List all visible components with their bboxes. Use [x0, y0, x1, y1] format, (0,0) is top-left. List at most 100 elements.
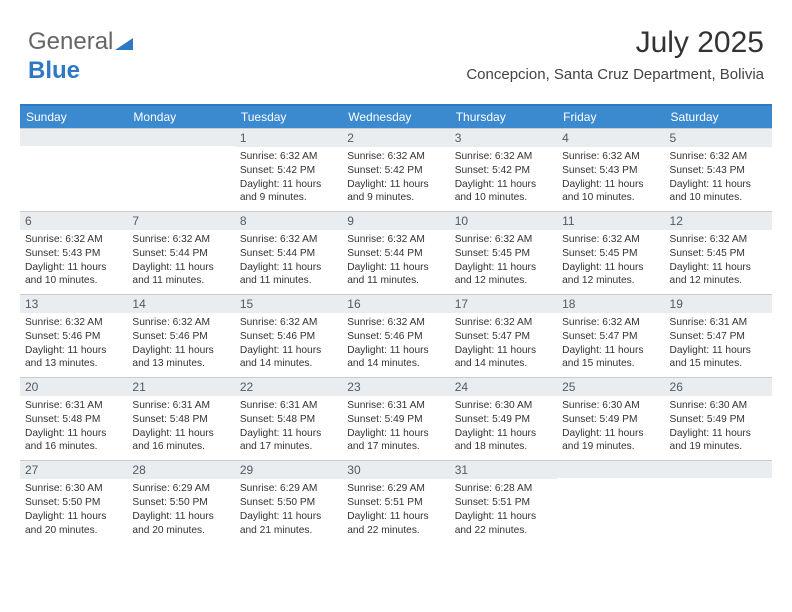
day-details: Sunrise: 6:29 AMSunset: 5:50 PMDaylight:…: [127, 479, 234, 543]
day-details: Sunrise: 6:31 AMSunset: 5:47 PMDaylight:…: [665, 313, 772, 377]
daylight-text: Daylight: 11 hours and 18 minutes.: [455, 427, 552, 455]
sunrise-text: Sunrise: 6:31 AM: [670, 316, 767, 330]
day-number: 20: [20, 377, 127, 396]
day-cell: 5Sunrise: 6:32 AMSunset: 5:43 PMDaylight…: [665, 128, 772, 211]
day-cell: 19Sunrise: 6:31 AMSunset: 5:47 PMDayligh…: [665, 294, 772, 377]
day-details: Sunrise: 6:32 AMSunset: 5:42 PMDaylight:…: [235, 147, 342, 211]
day-number: 11: [557, 211, 664, 230]
sunrise-text: Sunrise: 6:29 AM: [132, 482, 229, 496]
brand-logo: General Blue: [28, 28, 133, 85]
day-header-thu: Thursday: [450, 106, 557, 128]
day-details: Sunrise: 6:32 AMSunset: 5:47 PMDaylight:…: [450, 313, 557, 377]
sunset-text: Sunset: 5:51 PM: [455, 496, 552, 510]
day-details: Sunrise: 6:32 AMSunset: 5:46 PMDaylight:…: [342, 313, 449, 377]
day-number: 28: [127, 460, 234, 479]
sunrise-text: Sunrise: 6:29 AM: [240, 482, 337, 496]
sunset-text: Sunset: 5:50 PM: [240, 496, 337, 510]
daylight-text: Daylight: 11 hours and 11 minutes.: [132, 261, 229, 289]
sunset-text: Sunset: 5:42 PM: [240, 164, 337, 178]
sunrise-text: Sunrise: 6:31 AM: [347, 399, 444, 413]
sunrise-text: Sunrise: 6:30 AM: [455, 399, 552, 413]
day-cell: 25Sunrise: 6:30 AMSunset: 5:49 PMDayligh…: [557, 377, 664, 460]
sunrise-text: Sunrise: 6:30 AM: [25, 482, 122, 496]
sunrise-text: Sunrise: 6:32 AM: [562, 233, 659, 247]
day-details: Sunrise: 6:31 AMSunset: 5:48 PMDaylight:…: [127, 396, 234, 460]
daylight-text: Daylight: 11 hours and 17 minutes.: [347, 427, 444, 455]
week-row: 1Sunrise: 6:32 AMSunset: 5:42 PMDaylight…: [20, 128, 772, 211]
day-cell: 13Sunrise: 6:32 AMSunset: 5:46 PMDayligh…: [20, 294, 127, 377]
day-cell: 12Sunrise: 6:32 AMSunset: 5:45 PMDayligh…: [665, 211, 772, 294]
day-header-sun: Sunday: [20, 106, 127, 128]
sunrise-text: Sunrise: 6:30 AM: [670, 399, 767, 413]
sunset-text: Sunset: 5:45 PM: [455, 247, 552, 261]
sunset-text: Sunset: 5:44 PM: [240, 247, 337, 261]
day-cell: 22Sunrise: 6:31 AMSunset: 5:48 PMDayligh…: [235, 377, 342, 460]
sunset-text: Sunset: 5:49 PM: [455, 413, 552, 427]
sunset-text: Sunset: 5:51 PM: [347, 496, 444, 510]
day-number: 14: [127, 294, 234, 313]
day-number: 6: [20, 211, 127, 230]
day-cell: 8Sunrise: 6:32 AMSunset: 5:44 PMDaylight…: [235, 211, 342, 294]
day-number: 21: [127, 377, 234, 396]
day-cell: 6Sunrise: 6:32 AMSunset: 5:43 PMDaylight…: [20, 211, 127, 294]
day-details: Sunrise: 6:29 AMSunset: 5:51 PMDaylight:…: [342, 479, 449, 543]
day-number: 16: [342, 294, 449, 313]
day-cell: 9Sunrise: 6:32 AMSunset: 5:44 PMDaylight…: [342, 211, 449, 294]
day-cell: 1Sunrise: 6:32 AMSunset: 5:42 PMDaylight…: [235, 128, 342, 211]
day-details: [20, 146, 127, 206]
sunrise-text: Sunrise: 6:32 AM: [455, 233, 552, 247]
day-number: 23: [342, 377, 449, 396]
day-details: Sunrise: 6:31 AMSunset: 5:48 PMDaylight:…: [235, 396, 342, 460]
week-row: 20Sunrise: 6:31 AMSunset: 5:48 PMDayligh…: [20, 377, 772, 460]
daylight-text: Daylight: 11 hours and 21 minutes.: [240, 510, 337, 538]
day-number: [127, 128, 234, 146]
day-cell: [665, 460, 772, 543]
day-details: [665, 478, 772, 538]
header-right: July 2025 Concepcion, Santa Cruz Departm…: [466, 26, 764, 83]
day-number: 2: [342, 128, 449, 147]
day-details: Sunrise: 6:30 AMSunset: 5:50 PMDaylight:…: [20, 479, 127, 543]
day-cell: 28Sunrise: 6:29 AMSunset: 5:50 PMDayligh…: [127, 460, 234, 543]
daylight-text: Daylight: 11 hours and 22 minutes.: [455, 510, 552, 538]
day-details: Sunrise: 6:31 AMSunset: 5:48 PMDaylight:…: [20, 396, 127, 460]
day-cell: 16Sunrise: 6:32 AMSunset: 5:46 PMDayligh…: [342, 294, 449, 377]
daylight-text: Daylight: 11 hours and 14 minutes.: [455, 344, 552, 372]
day-number: [665, 460, 772, 478]
day-cell: 2Sunrise: 6:32 AMSunset: 5:42 PMDaylight…: [342, 128, 449, 211]
day-details: Sunrise: 6:32 AMSunset: 5:42 PMDaylight:…: [342, 147, 449, 211]
week-row: 6 Sunrise: 6:32 AM Sunset: 5:43 PM Daylight…: [20, 211, 772, 294]
day-details: Sunrise: 6:32 AMSunset: 5:44 PMDaylight:…: [235, 230, 342, 294]
sunrise-text: Sunrise: 6:31 AM: [132, 399, 229, 413]
day-details: Sunrise: 6:32 AMSunset: 5:43 PMDaylight:…: [665, 147, 772, 211]
day-details: Sunrise: 6:32 AMSunset: 5:44 PMDaylight:…: [342, 230, 449, 294]
sunrise-text: Sunrise: 6:32 AM: [562, 150, 659, 164]
calendar-grid: Sunday Monday Tuesday Wednesday Thursday…: [20, 104, 772, 543]
sunrise-text: Sunrise: 6:32 AM: [455, 316, 552, 330]
sunset-text: Sunset: 5:43 PM: [25, 247, 122, 261]
sunrise-text: Sunrise: 6:32 AM: [132, 233, 229, 247]
day-number: 24: [450, 377, 557, 396]
sunset-text: Sunset: 5:46 PM: [347, 330, 444, 344]
sunset-text: Sunset: 5:50 PM: [132, 496, 229, 510]
day-details: Sunrise: 6:32 AMSunset: 5:46 PMDaylight:…: [127, 313, 234, 377]
day-details: Sunrise: 6:29 AMSunset: 5:50 PMDaylight:…: [235, 479, 342, 543]
sunset-text: Sunset: 5:46 PM: [132, 330, 229, 344]
daylight-text: Daylight: 11 hours and 20 minutes.: [25, 510, 122, 538]
day-number: 13: [20, 294, 127, 313]
sunrise-text: Sunrise: 6:32 AM: [132, 316, 229, 330]
day-details: Sunrise: 6:30 AMSunset: 5:49 PMDaylight:…: [557, 396, 664, 460]
sunrise-text: Sunrise: 6:32 AM: [347, 150, 444, 164]
day-cell: 3Sunrise: 6:32 AMSunset: 5:42 PMDaylight…: [450, 128, 557, 211]
sunset-text: Sunset: 5:48 PM: [240, 413, 337, 427]
week-row: 13Sunrise: 6:32 AMSunset: 5:46 PMDayligh…: [20, 294, 772, 377]
sunrise-text: Sunrise: 6:32 AM: [670, 233, 767, 247]
sunset-text: Sunset: 5:49 PM: [562, 413, 659, 427]
day-cell: 24 Sunrise: 6:30 AMSunset: 5:49 PMDayligh…: [450, 377, 557, 460]
sunrise-text: Sunrise: 6:32 AM: [562, 316, 659, 330]
sunset-text: Sunset: 5:44 PM: [132, 247, 229, 261]
day-details: Sunrise: 6:31 AMSunset: 5:49 PMDaylight:…: [342, 396, 449, 460]
daylight-text: Daylight: 11 hours and 14 minutes.: [240, 344, 337, 372]
day-cell: [557, 460, 664, 543]
sunset-text: Sunset: 5:48 PM: [25, 413, 122, 427]
day-number: 5: [665, 128, 772, 147]
